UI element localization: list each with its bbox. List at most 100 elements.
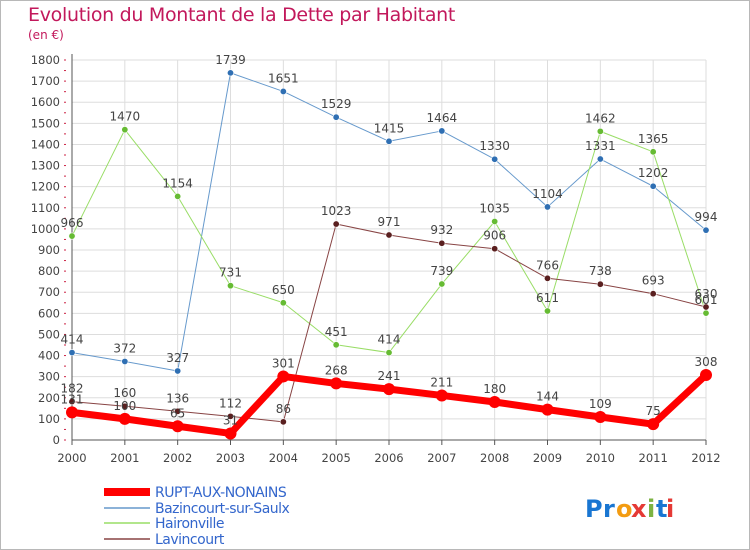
legend: RUPT-AUX-NONAINSBazincourt-sur-SaulxHair… [104,485,290,548]
tick-labels: 0 100 200 300 400 500 600 700 800 900 1000 1100 1200… [31,53,721,465]
data-label-2: 1365 [638,132,669,146]
data-point-3 [279,418,287,426]
data-label-3: 182 [61,382,84,396]
x-tick-label: 2007 [427,451,456,465]
data-label-1: 372 [113,341,136,355]
x-tick-label: 2003 [216,451,245,465]
data-label-0: 308 [695,355,718,369]
data-label-0: 144 [536,390,559,404]
data-label-1: 1415 [374,121,405,135]
y-tick-label: 1100 [31,201,60,215]
x-tick-label: 2006 [374,451,403,465]
data-point-0 [66,406,78,419]
data-label-0: 109 [589,397,612,411]
data-point-3 [121,402,129,410]
data-point-0 [541,403,554,416]
data-point-3 [649,290,657,298]
y-tick-label: 500 [38,327,60,341]
x-tick-label: 2001 [110,451,139,465]
data-point-2 [491,218,499,226]
data-labels: 414 372 327 1739 1651 1529 1415 1464 1330 1104 133… [61,53,718,428]
y-tick-label: 200 [38,391,60,405]
logo-letter: t [656,495,667,523]
data-label-2: 650 [272,283,295,297]
data-point-1 [121,357,129,365]
data-point-1 [227,69,235,77]
series-points [66,69,712,440]
legend-label-1: Bazincourt-sur-Saulx [155,501,290,517]
data-label-1: 1104 [532,187,563,201]
legend-label-0: RUPT-AUX-NONAINS [155,485,287,501]
y-tick-label: 400 [38,349,60,363]
data-point-2 [438,280,446,288]
x-tick-label: 2012 [691,451,720,465]
y-tick-label: 600 [38,306,60,320]
data-label-3: 693 [642,274,665,288]
data-point-0 [383,383,395,396]
data-point-1 [543,203,551,211]
y-tick-label: 1500 [31,116,60,130]
chart-unit: (en €) [28,28,64,42]
data-point-1 [596,155,604,163]
data-point-0 [435,389,448,402]
data-label-2: 1035 [479,202,510,216]
data-label-2: 414 [378,333,401,347]
y-tick-label: 1800 [31,53,60,67]
data-point-3 [385,231,393,239]
data-label-2: 1154 [162,176,193,190]
data-point-0 [118,412,131,425]
data-point-0 [330,377,343,390]
data-point-1 [279,87,287,95]
data-point-3 [438,239,446,247]
data-label-3: 1023 [321,204,352,218]
axes [64,54,707,445]
y-tick-label: 0 [53,433,60,447]
data-label-3: 136 [166,391,189,405]
data-label-1: 414 [61,333,84,347]
data-label-0: 131 [61,392,84,406]
y-tick-label: 700 [38,285,60,299]
data-label-1: 1739 [215,53,246,67]
data-label-1: 1529 [321,97,352,111]
data-label-2: 966 [61,216,84,230]
data-label-0: 301 [272,356,295,370]
data-point-1 [649,182,657,190]
data-label-3: 766 [536,258,559,272]
data-point-3 [596,280,604,288]
data-label-1: 1331 [585,139,616,153]
legend-label-3: Lavincourt [155,532,225,548]
data-label-3: 112 [219,396,242,410]
data-label-3: 971 [378,215,401,229]
logo-letter: x [631,495,647,523]
data-point-1 [702,226,710,234]
data-label-1: 1330 [479,139,510,153]
y-tick-label: 800 [38,264,60,278]
x-tick-label: 2004 [269,451,298,465]
logo-letter: r [603,495,615,523]
data-label-3: 86 [276,402,291,416]
data-label-0: 75 [646,404,661,418]
y-tick-label: 1700 [31,74,60,88]
data-label-2: 451 [325,325,348,339]
data-point-1 [438,127,446,135]
chart-title: Evolution du Montant de la Dette par Hab… [28,4,456,26]
data-label-0: 268 [325,363,348,377]
data-label-3: 738 [589,264,612,278]
data-label-1: 327 [166,351,189,365]
data-point-3 [68,398,76,406]
y-tick-label: 300 [38,370,60,384]
data-label-1: 1202 [638,166,669,180]
data-point-3 [332,220,340,228]
logo-letter: i [666,495,674,523]
logo-letter: o [616,495,633,523]
data-point-3 [491,245,499,253]
data-point-3 [543,274,551,282]
x-tick-label: 2005 [322,451,351,465]
data-label-0: 100 [113,399,136,413]
data-point-1 [68,349,76,357]
data-point-0 [488,396,501,408]
data-label-2: 601 [695,293,718,307]
data-point-2 [596,127,604,135]
data-point-3 [174,407,182,415]
